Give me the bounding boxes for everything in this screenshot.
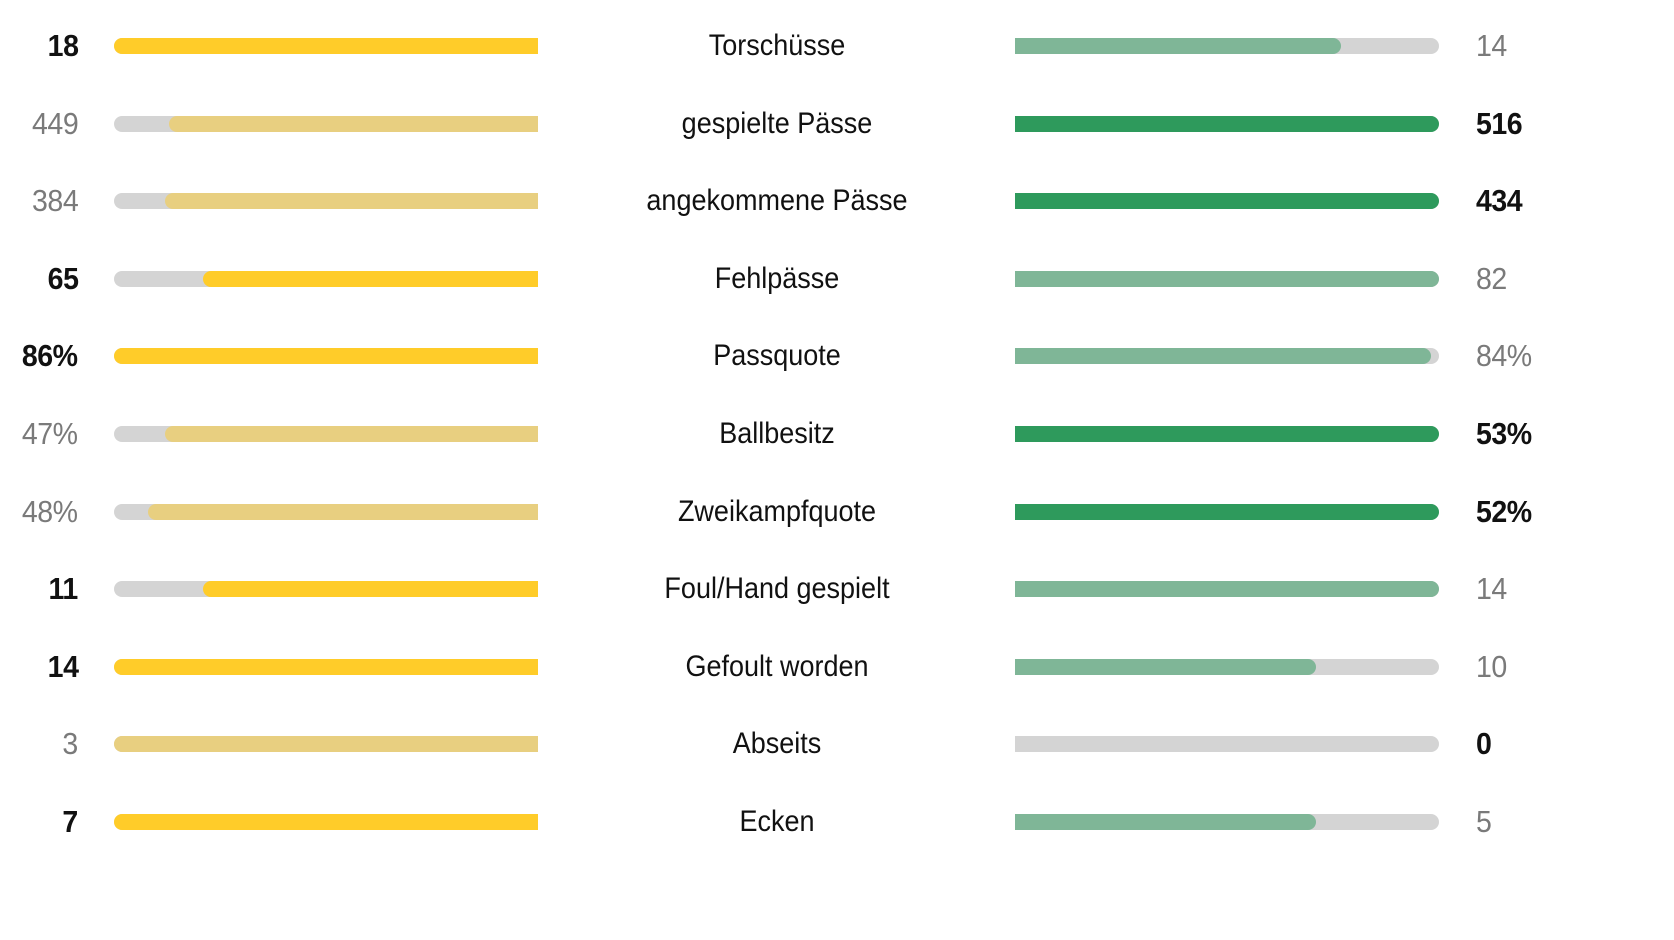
away-bar-fill xyxy=(1015,503,1439,520)
away-bar-track xyxy=(1015,814,1439,830)
stat-row: 3 Abseits 0 xyxy=(0,724,1674,764)
away-bar-track xyxy=(1015,270,1439,287)
home-value: 14 xyxy=(47,648,78,684)
home-value: 384 xyxy=(31,183,79,219)
home-bar-fill xyxy=(114,658,538,675)
home-bar-fill xyxy=(164,193,538,210)
stat-row: 7 Ecken 5 xyxy=(0,802,1674,842)
away-value: 14 xyxy=(1476,571,1507,607)
home-bar-track xyxy=(114,38,538,54)
stat-label: angekommene Pässe xyxy=(646,184,908,218)
stat-label: Gefoult worden xyxy=(685,649,869,683)
away-bar-fill xyxy=(1015,270,1439,287)
home-bar-track xyxy=(114,270,538,287)
stat-label: Ballbesitz xyxy=(719,417,835,450)
home-bar-fill xyxy=(164,426,538,442)
stat-label: Abseits xyxy=(732,727,822,761)
away-value: 84% xyxy=(1476,338,1532,374)
away-bar-track xyxy=(1015,426,1439,442)
home-bar-track xyxy=(114,736,538,753)
home-bar-fill xyxy=(169,115,538,132)
stat-label: Torschüsse xyxy=(708,29,846,62)
away-bar-track xyxy=(1015,115,1439,132)
home-bar-fill xyxy=(114,814,538,830)
home-value: 7 xyxy=(62,804,79,839)
home-bar-fill xyxy=(114,348,538,365)
away-bar-track xyxy=(1015,581,1439,598)
home-value: 18 xyxy=(47,28,78,63)
home-bar-track xyxy=(114,348,538,365)
home-value: 48% xyxy=(22,493,78,529)
away-bar-track xyxy=(1015,503,1439,520)
stat-label: Fehlpässe xyxy=(714,261,840,295)
stat-row: 47% Ballbesitz 53% xyxy=(0,414,1674,454)
home-bar-track xyxy=(114,115,538,132)
stat-label: gespielte Pässe xyxy=(681,106,873,140)
away-value: 0 xyxy=(1476,726,1492,762)
home-bar-track xyxy=(114,426,538,442)
stat-row: 86% Passquote 84% xyxy=(0,336,1674,376)
away-value: 82 xyxy=(1476,260,1507,296)
away-bar-fill xyxy=(1015,348,1431,365)
stat-label: Foul/Hand gespielt xyxy=(664,572,890,606)
away-bar-fill xyxy=(1015,581,1439,598)
home-value: 449 xyxy=(31,105,79,141)
stat-row: 48% Zweikampfquote 52% xyxy=(0,492,1674,532)
away-value: 5 xyxy=(1476,804,1492,839)
away-value: 52% xyxy=(1476,493,1532,529)
stat-label: Zweikampfquote xyxy=(677,494,877,528)
away-bar-fill xyxy=(1015,193,1439,210)
home-value: 11 xyxy=(48,571,79,607)
home-bar-fill xyxy=(203,270,538,287)
away-value: 434 xyxy=(1476,183,1523,219)
away-bar-fill xyxy=(1015,658,1317,675)
stat-row: 14 Gefoult worden 10 xyxy=(0,647,1674,687)
stat-row: 18 Torschüsse 14 xyxy=(0,26,1674,66)
stat-row: 11 Foul/Hand gespielt 14 xyxy=(0,569,1674,609)
away-bar-fill xyxy=(1015,115,1439,132)
stat-label: Passquote xyxy=(713,339,841,373)
home-value: 3 xyxy=(62,726,79,762)
home-bar-fill xyxy=(203,581,538,598)
home-value: 47% xyxy=(22,416,78,451)
home-bar-track xyxy=(114,193,538,210)
away-bar-fill xyxy=(1015,814,1317,830)
home-bar-track xyxy=(114,658,538,675)
home-bar-track xyxy=(114,503,538,520)
away-value: 516 xyxy=(1476,105,1523,141)
home-bar-fill xyxy=(114,736,538,753)
away-value: 53% xyxy=(1476,416,1532,451)
away-bar-track xyxy=(1015,38,1439,54)
away-bar-track xyxy=(1015,193,1439,210)
away-bar-track xyxy=(1015,658,1439,675)
home-value: 86% xyxy=(22,338,78,374)
home-bar-fill xyxy=(114,38,538,54)
home-value: 65 xyxy=(47,260,78,296)
away-bar-track xyxy=(1015,736,1439,753)
stat-row: 449 gespielte Pässe 516 xyxy=(0,104,1674,144)
away-bar-track xyxy=(1015,348,1439,365)
home-bar-fill xyxy=(147,503,538,520)
home-bar-track xyxy=(114,581,538,598)
home-bar-track xyxy=(114,814,538,830)
away-value: 10 xyxy=(1476,648,1507,684)
stat-row: 384 angekommene Pässe 434 xyxy=(0,181,1674,221)
away-bar-fill xyxy=(1015,38,1342,54)
away-value: 14 xyxy=(1476,28,1507,63)
away-bar-fill xyxy=(1015,426,1439,442)
stat-label: Ecken xyxy=(739,805,815,838)
stat-row: 65 Fehlpässe 82 xyxy=(0,259,1674,299)
